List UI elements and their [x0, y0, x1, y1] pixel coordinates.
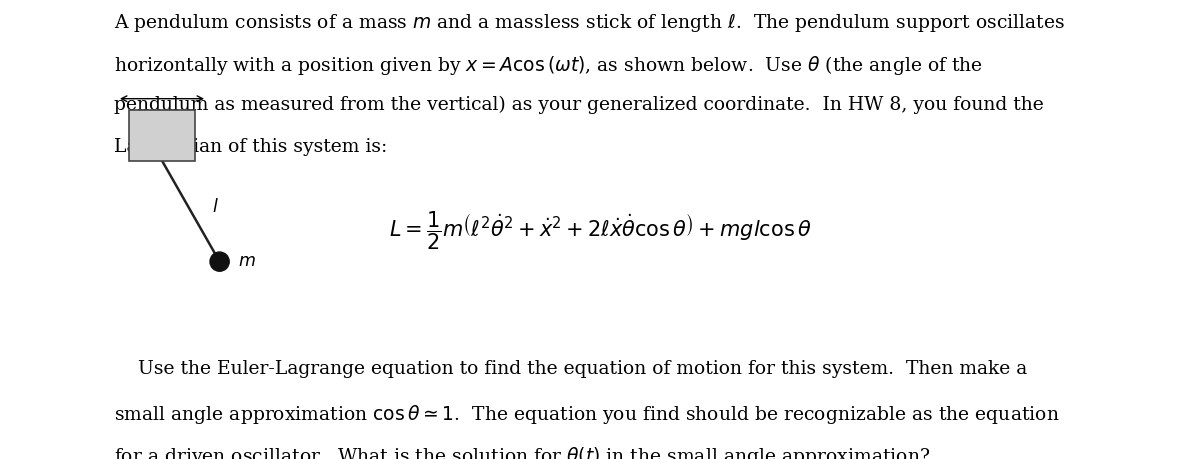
Text: $m$: $m$: [238, 253, 256, 270]
Text: pendulum as measured from the vertical) as your generalized coordinate.  In HW 8: pendulum as measured from the vertical) …: [114, 96, 1044, 114]
Text: horizontally with a position given by $x = A\cos\left(\omega t\right)$, as shown: horizontally with a position given by $x…: [114, 54, 983, 77]
Text: A pendulum consists of a mass $m$ and a massless stick of length $\ell$.  The pe: A pendulum consists of a mass $m$ and a …: [114, 11, 1064, 34]
Ellipse shape: [210, 252, 229, 271]
Text: small angle approximation $\cos\theta \simeq 1$.  The equation you find should b: small angle approximation $\cos\theta \s…: [114, 403, 1060, 425]
Text: $L = \dfrac{1}{2}m\left(\ell^2\dot{\theta}^2 + \dot{x}^2 + 2\ell\dot{x}\dot{\the: $L = \dfrac{1}{2}m\left(\ell^2\dot{\thet…: [389, 210, 811, 252]
Text: $l$: $l$: [212, 197, 220, 216]
Bar: [130, 110, 194, 161]
Text: for a driven oscillator.  What is the solution for $\theta\left(t\right)$ in the: for a driven oscillator. What is the sol…: [114, 445, 930, 459]
Text: Lagrangian of this system is:: Lagrangian of this system is:: [114, 138, 388, 156]
Text: Use the Euler-Lagrange equation to find the equation of motion for this system. : Use the Euler-Lagrange equation to find …: [114, 360, 1027, 378]
